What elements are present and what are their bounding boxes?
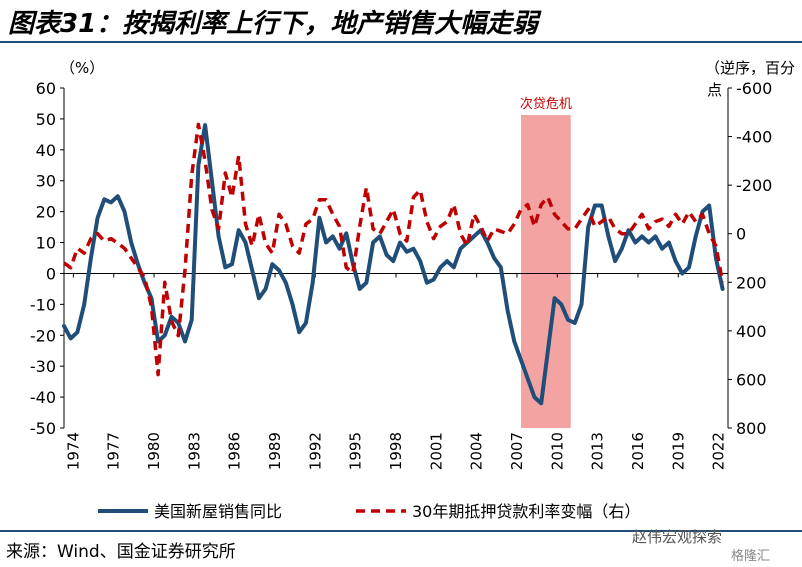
x-tick-label: 2001 (427, 432, 445, 470)
right-tick-label: 200 (736, 273, 767, 292)
legend: 美国新屋销售同比 30年期抵押贷款利率变幅（右） (98, 502, 640, 521)
x-tick-label: 2022 (710, 432, 728, 470)
x-tick-label: 2016 (629, 432, 647, 470)
right-axis-unit-line1: （逆序，百分 (705, 59, 795, 77)
x-tick-label: 2004 (468, 432, 486, 470)
right-axis-unit: （逆序，百分点 (705, 59, 795, 99)
series-group (62, 122, 725, 406)
title-divider (0, 41, 802, 43)
watermark-secondary: 格隆汇 (731, 549, 771, 564)
left-axis-unit: （%） (60, 59, 104, 77)
right-tick-label: 0 (736, 225, 746, 244)
left-tick-label: 20 (36, 203, 56, 222)
x-tick-label: 1980 (145, 432, 163, 470)
right-tick-label: -200 (736, 176, 772, 195)
x-tick-label: 1989 (266, 432, 284, 470)
left-tick-label: 50 (36, 110, 56, 129)
figure-title-bar: 图表31：按揭利率上行下，地产销售大幅走弱 (0, 0, 802, 42)
x-tick-label: 1995 (347, 432, 365, 470)
x-tick-label: 1977 (105, 432, 123, 470)
right-axis-unit-line2: 点 (707, 81, 722, 99)
source-note: 来源：Wind、国金证券研究所 (6, 542, 236, 562)
left-tick-label: 60 (36, 79, 56, 98)
legend-label-mortgage-rate-change: 30年期抵押贷款利率变幅（右） (412, 502, 640, 521)
right-tick-label: 800 (736, 419, 767, 438)
series-line-mortgage-rate-change (62, 122, 725, 377)
shaded-region-label: 次贷危机 (520, 96, 572, 112)
x-tick-label: 2013 (589, 432, 607, 470)
figure-title: 图表31：按揭利率上行下，地产销售大幅走弱 (8, 9, 539, 39)
right-tick-label: -400 (736, 128, 772, 147)
x-tick-label: 1992 (306, 432, 324, 470)
chart: 次贷危机 6050403020100-10-20-30-40-50-600-40… (30, 59, 795, 521)
watermark: 赵伟宏观探索 (632, 528, 723, 546)
left-tick-label: -20 (30, 326, 56, 345)
left-tick-label: -30 (30, 357, 56, 376)
left-tick-label: -40 (30, 388, 56, 407)
left-tick-label: 10 (36, 234, 56, 253)
left-tick-label: -50 (30, 419, 56, 438)
left-tick-label: 30 (36, 172, 56, 191)
x-tick-label: 2019 (669, 432, 687, 470)
legend-label-new-home-sales: 美国新屋销售同比 (154, 502, 282, 521)
x-tick-label: 1983 (185, 432, 203, 470)
x-tick-label: 1974 (64, 432, 82, 470)
series-line-new-home-sales (62, 123, 725, 406)
x-tick-label: 2007 (508, 432, 526, 470)
left-tick-label: 40 (36, 141, 56, 160)
axes: 6050403020100-10-20-30-40-50-600-400-200… (30, 79, 772, 470)
footer-divider (0, 530, 802, 532)
left-tick-label: -10 (30, 295, 56, 314)
x-tick-label: 1998 (387, 432, 405, 470)
right-tick-label: -600 (736, 79, 772, 98)
x-tick-label: 2010 (548, 432, 566, 470)
right-tick-label: 400 (736, 322, 767, 341)
left-tick-label: 0 (46, 264, 56, 283)
x-tick-label: 1986 (226, 432, 244, 470)
right-tick-label: 600 (736, 370, 767, 389)
